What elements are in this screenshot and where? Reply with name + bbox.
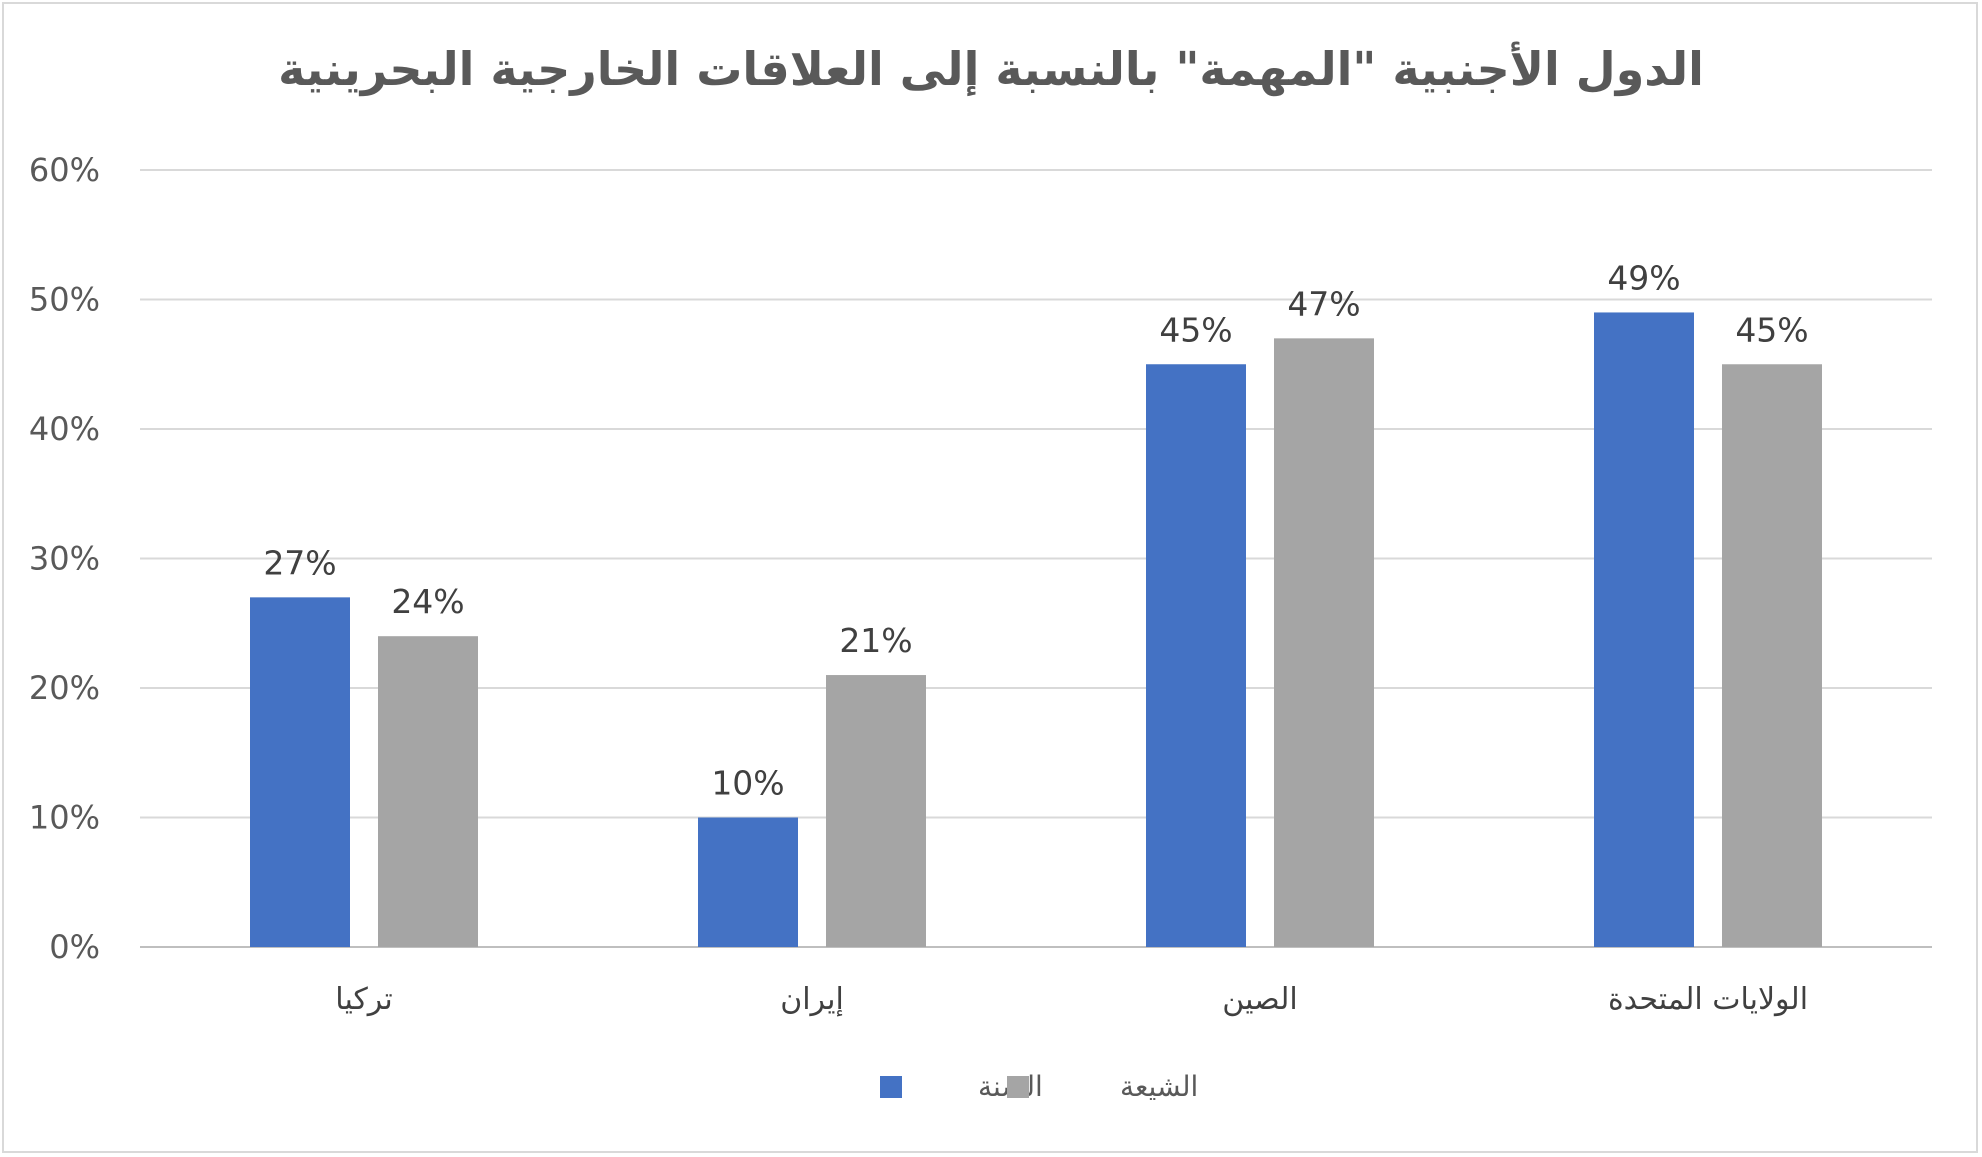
data-label: 47%	[1287, 284, 1360, 323]
data-label: 45%	[1159, 310, 1232, 349]
y-axis-ticks: 0% 10% 20% 30% 40% 50% 60%	[29, 151, 100, 966]
bar-shia	[826, 675, 926, 947]
legend-label: الشيعة	[1120, 1070, 1198, 1103]
chart-title: الدول الأجنبية "المهمة" بالنسبة إلى العل…	[278, 41, 1704, 97]
y-tick-label: 0%	[49, 928, 100, 966]
bars	[250, 312, 1822, 948]
data-label: 49%	[1607, 258, 1680, 297]
legend-swatch	[1007, 1076, 1029, 1098]
bar-sunni	[698, 817, 798, 947]
y-tick-label: 20%	[29, 669, 100, 707]
legend: السنةالشيعة	[880, 1070, 1198, 1103]
y-tick-label: 50%	[29, 281, 100, 319]
y-tick-label: 60%	[29, 151, 100, 189]
x-axis-ticks: تركيا إيران الصين الولايات المتحدة	[335, 982, 1808, 1017]
data-label: 24%	[391, 582, 464, 621]
data-label: 10%	[711, 764, 784, 803]
y-tick-label: 10%	[29, 799, 100, 837]
x-tick-label: الصين	[1222, 982, 1297, 1017]
bar-shia	[1722, 364, 1822, 947]
data-label: 21%	[839, 621, 912, 660]
bar-shia	[378, 636, 478, 947]
bar-sunni	[250, 597, 350, 947]
legend-swatch	[880, 1076, 902, 1098]
x-tick-label: إيران	[780, 982, 844, 1017]
bar-sunni	[1146, 364, 1246, 947]
x-tick-label: الولايات المتحدة	[1608, 982, 1808, 1017]
data-labels: 27% 24% 10% 21% 45% 47% 49% 45%	[263, 258, 1808, 802]
y-tick-label: 40%	[29, 410, 100, 448]
data-label: 27%	[263, 543, 336, 582]
bar-shia	[1274, 338, 1374, 948]
x-tick-label: تركيا	[335, 982, 392, 1017]
y-tick-label: 30%	[29, 540, 100, 578]
data-label: 45%	[1735, 310, 1808, 349]
bar-sunni	[1594, 312, 1694, 947]
